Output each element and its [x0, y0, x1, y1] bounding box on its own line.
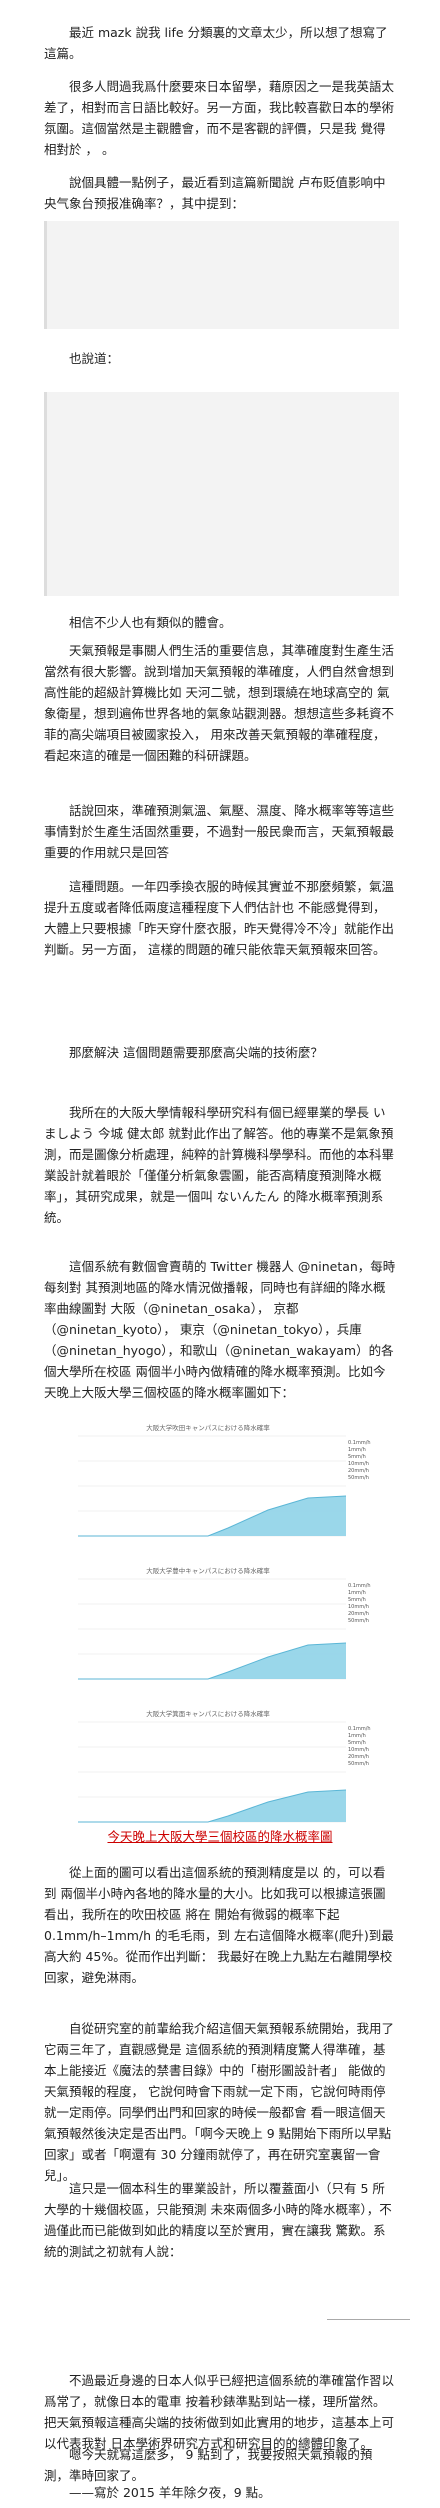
chart-plot [78, 1578, 347, 1680]
paragraph-reason: 很多人問過我爲什麼要來日本留學，藉原因之一是我英語太差了，相對而言日語比較好。另… [44, 79, 395, 157]
paragraph-intro: 最近 mazk 說我 life 分類裏的文章太少，所以想了想寫了這篇。 [44, 25, 388, 61]
series-area [78, 1643, 346, 1679]
paragraph-experience: 相信不少人也有類似的體會。 [69, 615, 232, 630]
chart-legend: 0.1mm/h 1mm/h 5mm/h 10mm/h 20mm/h 50mm/h [348, 1440, 371, 1481]
paragraph-accuracy: 從上面的圖可以看出這個系統的預測精度是以 的，可以看到 兩個半小時內各地的降水量… [44, 1865, 394, 1985]
chart-title: 大阪大学吹田キャンパスにおける降水確率 [146, 1424, 270, 1432]
series-area [78, 1790, 346, 1822]
chart-suita: 大阪大学吹田キャンパスにおける降水確率 0.1mm/h 1mm/h 5mm/h 10… [58, 1418, 382, 1560]
paragraph-system: 這個系統有數個會賣萌的 Twitter 機器人 @ninetan，每時每刻對 其… [44, 1259, 396, 1400]
chart-minoh: 大阪大学箕面キャンパスにおける降水確率 0.1mm/h 1mm/h 5mm/h 10… [58, 1704, 382, 1846]
chart-plot [78, 1721, 347, 1823]
paragraph-question: 那麼解決 這個問題需要那麼高尖端的技術麼？ [69, 1045, 323, 1060]
paragraph-undergrad: 這只是一個本科生的畢業設計，所以覆蓋面小（只有 5 所大學的十幾個校區，只能預測… [44, 2181, 392, 2259]
paragraph-clothing: 這種問題。一年四季換衣服的時候其實並不那麼頻繁，氣溫提升五度或者降低兩度這種程度… [44, 879, 395, 957]
paragraph-weather-importance: 天氣預報是事關人們生活的重要信息，其準確度對生產生活當然有很大影響。說到增加天氣… [44, 643, 395, 763]
series-area [78, 1496, 346, 1536]
rain-probability-figure: 大阪大学吹田キャンパスにおける降水確率 0.1mm/h 1mm/h 5mm/h 10… [58, 1418, 382, 1850]
paragraph-news: 說個具體一點例子，最近看到這篇新聞說 卢布贬值影响中央气象台预报准确率？，其中提… [44, 175, 386, 211]
paragraph-experience-use: 自從研究室的前輩給我介紹這個天氣預報系統開始，我用了它兩三年了，直觀感覺是 這個… [44, 2021, 395, 2183]
chart-legend: 0.1mm/h 1mm/h 5mm/h 10mm/h 20mm/h 50mm/h [348, 1726, 371, 1767]
paragraph-japan: 不過最近身邊的日本人似乎已經把這個系統的準確當作習以爲常了，就像日本的電車 按着… [44, 2373, 395, 2451]
chart-legend: 0.1mm/h 1mm/h 5mm/h 10mm/h 20mm/h 50mm/h [348, 1583, 371, 1624]
blockquote-2 [44, 392, 399, 596]
chart-plot [78, 1435, 347, 1537]
quote-divider [327, 2319, 410, 2320]
figure-caption: 今天晚上大阪大學三個校區的降水概率圖 [107, 1829, 333, 1844]
paragraph-back-to-topic: 話說回來，準確預測氣溫、氣壓、濕度、降水概率等等這些事情對於生產生活固然重要，不… [44, 803, 395, 860]
chart-toyonaka: 大阪大学豊中キャンパスにおける降水確率 0.1mm/h 1mm/h 5mm/h 10… [58, 1561, 382, 1703]
paragraph-also-said: 也說道： [69, 351, 120, 366]
paragraph-closing: 嗯今天就寫這麼多， 9 點到了，我要按照天氣預報的預測，準時回家了。 [44, 2447, 373, 2483]
paragraph-signature: ——寫於 2015 羊年除夕夜，9 點。 [69, 2485, 271, 2500]
paragraph-senior: 我所在的大阪大學情報科學研究科有個已經畢業的學長 いましよう 今城 健太郎 就對… [44, 1105, 395, 1225]
blockquote-1 [44, 221, 399, 329]
chart-title: 大阪大学豊中キャンパスにおける降水確率 [146, 1567, 270, 1575]
chart-title: 大阪大学箕面キャンパスにおける降水確率 [146, 1710, 270, 1718]
